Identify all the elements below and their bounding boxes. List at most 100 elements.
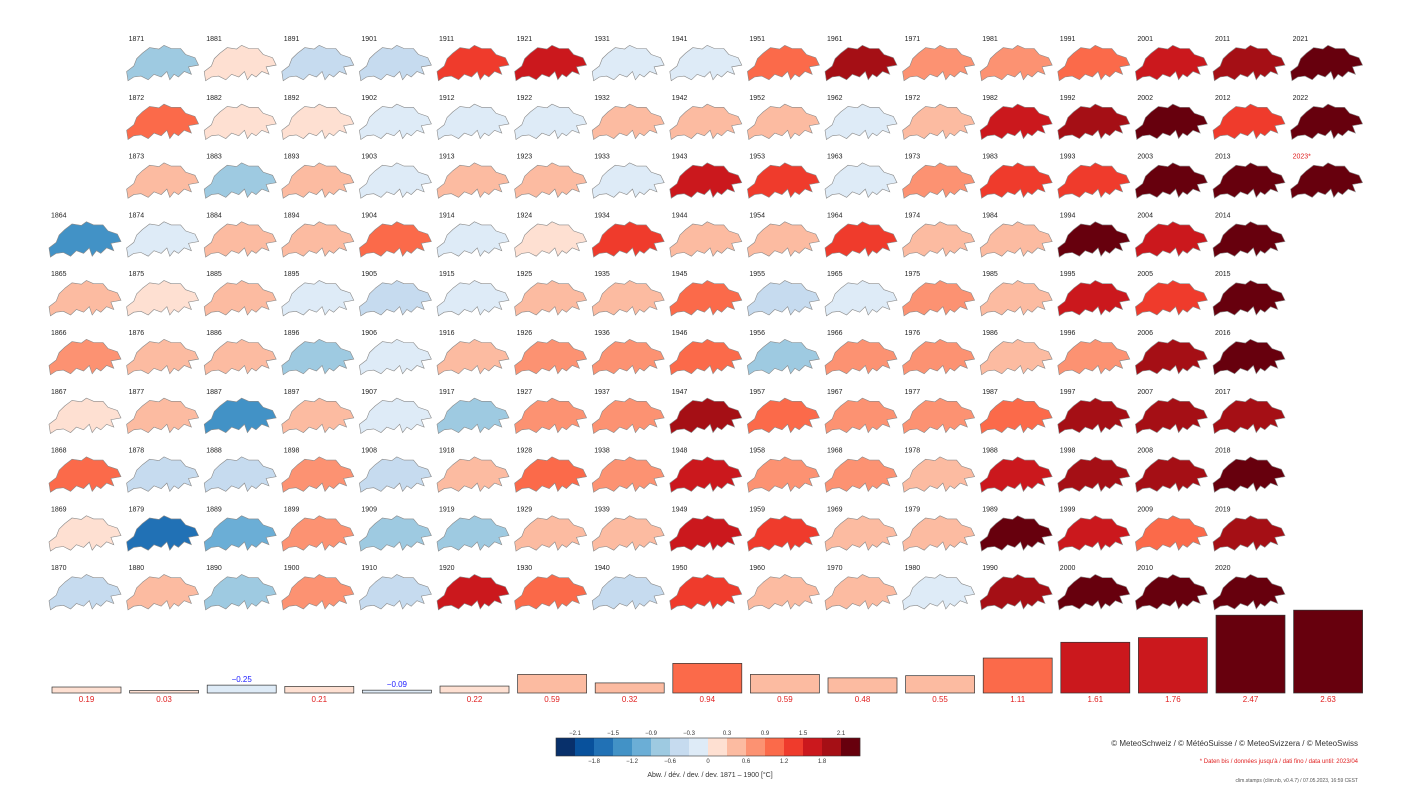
legend-tick-top: −2.1 [569, 731, 582, 737]
legend-swatch [613, 738, 633, 756]
legend-tick-bottom: 0 [706, 759, 710, 765]
map-1918 [436, 456, 510, 493]
map-1897 [281, 397, 355, 435]
map-1901 [359, 44, 432, 82]
year-label-1968: 1968 [827, 448, 843, 455]
decade-bar-1864-1870 [51, 686, 122, 694]
legend-swatch [708, 738, 728, 756]
year-label-1897: 1897 [284, 389, 300, 396]
legend-swatch [765, 738, 785, 756]
legend-swatch [784, 738, 804, 756]
map-1893 [281, 162, 355, 199]
map-1866 [48, 338, 122, 376]
year-label-1969: 1969 [827, 506, 843, 513]
decade-bar-1971-1980 [905, 675, 975, 694]
map-1933 [591, 162, 665, 199]
year-label-1881: 1881 [206, 36, 222, 43]
year-label-1987: 1987 [982, 389, 998, 396]
decade-bar-1941-1950 [672, 663, 743, 694]
year-label-1883: 1883 [206, 154, 222, 161]
year-label-2004: 2004 [1137, 212, 1153, 219]
map-1871 [126, 44, 200, 82]
year-label-1986: 1986 [982, 330, 998, 337]
map-1977 [902, 397, 976, 435]
year-label-1899: 1899 [284, 506, 300, 513]
map-1966 [824, 338, 898, 376]
legend-tick-bottom: 0.6 [742, 759, 751, 765]
map-1923 [514, 162, 588, 199]
year-label-1902: 1902 [361, 95, 377, 102]
map-1941 [669, 44, 743, 82]
map-1909 [359, 515, 432, 552]
year-label-1866: 1866 [51, 330, 67, 337]
year-label-1935: 1935 [594, 271, 610, 278]
map-2015 [1212, 280, 1286, 317]
year-label-1868: 1868 [51, 448, 67, 455]
map-1883 [203, 162, 277, 199]
year-label-1954: 1954 [749, 212, 765, 219]
map-1864 [48, 221, 122, 258]
map-1939 [591, 515, 665, 552]
year-label-1959: 1959 [749, 506, 765, 513]
year-label-1965: 1965 [827, 271, 843, 278]
year-label-1875: 1875 [129, 271, 145, 278]
map-1878 [126, 456, 200, 493]
legend-swatch [575, 738, 595, 756]
map-1974 [902, 221, 976, 258]
map-1997 [1057, 397, 1131, 435]
year-label-1952: 1952 [749, 95, 765, 102]
year-label-1887: 1887 [206, 389, 222, 396]
year-label-1942: 1942 [672, 95, 688, 102]
map-2016 [1212, 338, 1286, 376]
map-1972 [902, 103, 976, 141]
decade-bar-1871-1880 [129, 690, 199, 694]
legend-swatch [594, 738, 614, 756]
map-2003 [1135, 162, 1208, 199]
map-1999 [1057, 515, 1131, 552]
year-label-1943: 1943 [672, 154, 688, 161]
legend-tick-top: 1.5 [799, 731, 808, 737]
map-2022 [1290, 103, 1364, 141]
map-1969 [824, 515, 898, 552]
map-1911 [436, 44, 510, 82]
decade-bar-1931-1940 [594, 682, 665, 694]
year-label-1973: 1973 [905, 154, 921, 161]
year-label-1872: 1872 [129, 95, 145, 102]
map-1928 [514, 456, 588, 493]
year-label-1998: 1998 [1060, 448, 1076, 455]
year-label-1951: 1951 [749, 36, 765, 43]
map-1896 [281, 338, 355, 376]
year-label-1885: 1885 [206, 271, 222, 278]
map-1898 [281, 456, 355, 493]
year-label-1901: 1901 [361, 36, 377, 43]
legend-swatch [689, 738, 709, 756]
map-2010 [1135, 574, 1208, 611]
decade-value-label: 1.61 [1088, 695, 1104, 704]
year-label-1957: 1957 [749, 389, 765, 396]
map-1942 [669, 103, 743, 141]
decade-value-label: 0.48 [855, 695, 871, 704]
year-label-2011: 2011 [1215, 36, 1230, 43]
year-label-2012: 2012 [1215, 95, 1231, 102]
decade-bar-1921-1930 [517, 674, 587, 694]
year-label-1891: 1891 [284, 36, 300, 43]
year-label-1890: 1890 [206, 565, 222, 572]
map-1991 [1057, 44, 1131, 82]
year-label-1948: 1948 [672, 448, 688, 455]
year-label-1864: 1864 [51, 212, 67, 219]
year-label-1880: 1880 [129, 565, 145, 572]
map-1975 [902, 280, 976, 317]
map-1998 [1057, 456, 1131, 493]
year-label-1961: 1961 [827, 36, 843, 43]
decade-bar-1981-1990 [982, 657, 1053, 694]
map-1904 [359, 221, 432, 258]
year-label-1874: 1874 [129, 212, 145, 219]
map-1960 [747, 574, 820, 611]
year-label-2009: 2009 [1137, 506, 1153, 513]
legend-swatch [803, 738, 823, 756]
map-1892 [281, 103, 355, 141]
decade-value-label: 0.59 [777, 695, 793, 704]
map-1912 [436, 103, 510, 141]
year-label-1894: 1894 [284, 212, 300, 219]
